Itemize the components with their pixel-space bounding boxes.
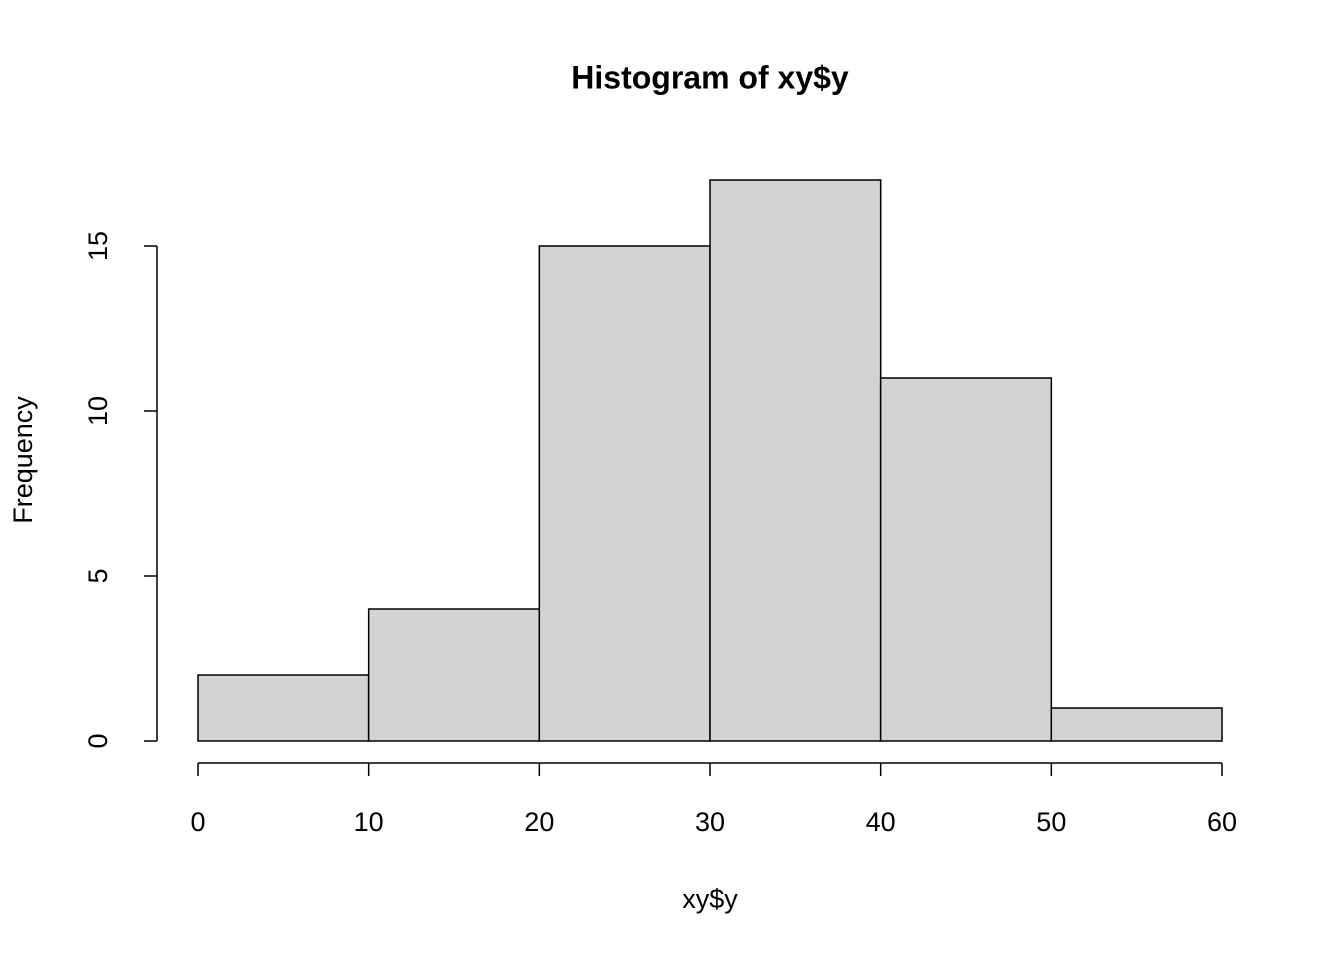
- x-tick-label: 40: [866, 807, 896, 837]
- chart-title: Histogram of xy$y: [571, 59, 849, 95]
- y-axis-label: Frequency: [8, 396, 38, 524]
- bar: [197, 674, 370, 742]
- x-tick-label: 30: [695, 807, 725, 837]
- y-tick-label: 15: [83, 231, 113, 261]
- x-tick-label: 50: [1036, 807, 1066, 837]
- y-tick-label: 5: [83, 568, 113, 583]
- y-tick-label: 0: [83, 733, 113, 748]
- x-tick-label: 10: [354, 807, 384, 837]
- y-tick-label: 10: [83, 396, 113, 426]
- x-tick-label: 0: [190, 807, 205, 837]
- x-tick-label: 60: [1207, 807, 1237, 837]
- x-tick-label: 20: [524, 807, 554, 837]
- bar: [879, 377, 1053, 742]
- x-axis-label: xy$y: [682, 884, 738, 914]
- bar: [538, 245, 711, 742]
- bar: [1050, 707, 1223, 742]
- bar: [367, 608, 541, 742]
- bar: [709, 179, 882, 742]
